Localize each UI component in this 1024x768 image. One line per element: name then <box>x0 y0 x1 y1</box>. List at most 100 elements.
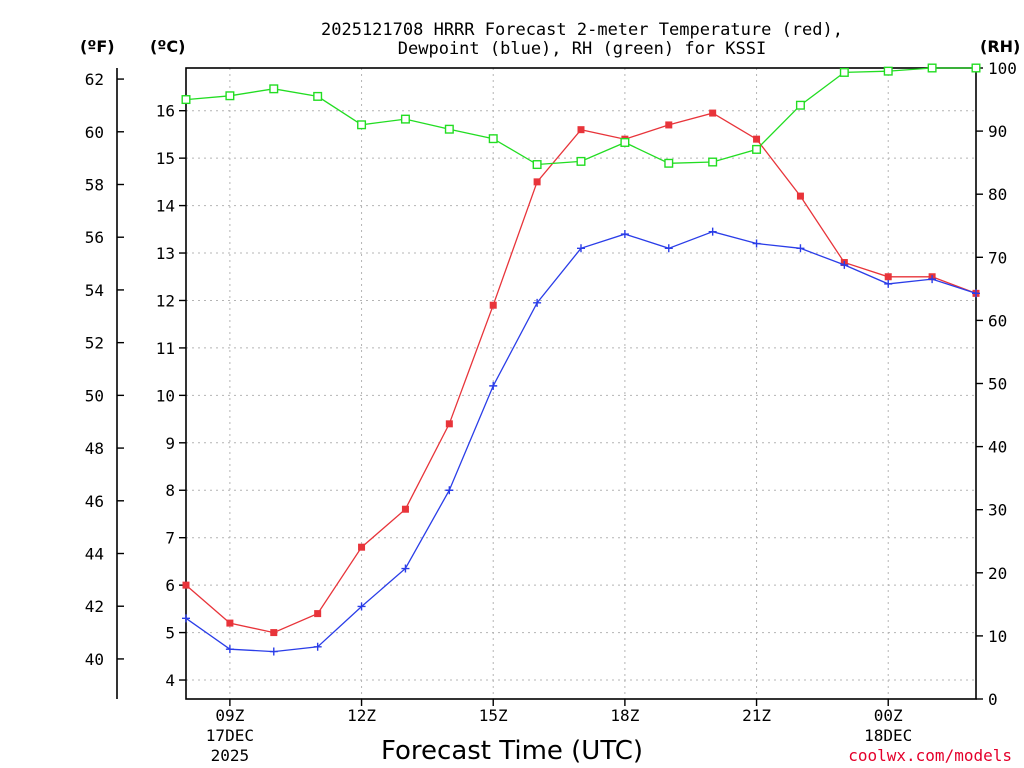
celsius-unit-label: (ºC) <box>150 37 185 56</box>
chart-title-line1: 2025121708 HRRR Forecast 2-meter Tempera… <box>321 20 843 40</box>
celsius-tick-label: 7 <box>165 529 175 548</box>
dewpoint-point <box>269 647 278 656</box>
fahrenheit-tick-label: 52 <box>85 334 104 353</box>
rh-point <box>269 84 279 94</box>
date-tick-label: 18DEC <box>864 726 912 745</box>
dewpoint-point <box>796 244 805 253</box>
rh-tick-label: 90 <box>988 122 1007 141</box>
fahrenheit-tick-label: 40 <box>85 650 104 669</box>
celsius-tick-label: 10 <box>156 386 175 405</box>
dewpoint-point <box>972 289 980 298</box>
dewpoint-point <box>489 381 498 390</box>
rh-point <box>181 95 191 105</box>
dewpoint-point <box>620 230 629 239</box>
temperature-point <box>577 126 585 134</box>
temperature-point <box>445 420 453 428</box>
rh-point <box>488 134 498 144</box>
dewpoint-point <box>928 275 937 284</box>
time-tick-label: 09Z <box>215 706 244 725</box>
rh-tick-label: 100 <box>988 59 1017 78</box>
rh-point <box>225 91 235 101</box>
rh-tick-label: 70 <box>988 248 1007 267</box>
celsius-axis: 4 5 6 7 8 9 10 11 12 13 14 15 16 <box>156 102 186 690</box>
temperature-point <box>270 629 278 637</box>
rh-tick-label: 50 <box>988 375 1007 394</box>
rh-point <box>927 63 937 73</box>
temperature-point <box>489 301 497 309</box>
rh-tick-label: 40 <box>988 438 1007 457</box>
rh-point <box>708 157 718 167</box>
dewpoint-point <box>533 298 542 307</box>
rh-point <box>400 114 410 124</box>
temperature-point <box>314 610 322 618</box>
x-axis-label: Forecast Time (UTC) <box>381 736 643 766</box>
dewpoint-point <box>401 564 410 573</box>
fahrenheit-tick-label: 48 <box>85 439 104 458</box>
fahrenheit-tick-label: 54 <box>85 281 104 300</box>
fahrenheit-tick-label: 42 <box>85 597 104 616</box>
fahrenheit-unit-label: (ºF) <box>80 37 115 56</box>
fahrenheit-axis: 40 42 44 46 48 50 52 54 56 58 60 62 <box>85 70 124 669</box>
time-tick-label: 21Z <box>742 706 771 725</box>
rh-series <box>181 63 981 170</box>
celsius-tick-label: 9 <box>165 434 175 453</box>
temperature-point <box>533 178 541 186</box>
credit-text: coolwx.com/models <box>848 746 1012 765</box>
temperature-point <box>753 135 761 143</box>
rh-point <box>664 158 674 168</box>
dewpoint-point <box>752 239 761 248</box>
fahrenheit-tick-label: 56 <box>85 228 104 247</box>
rh-tick-label: 20 <box>988 564 1007 583</box>
date-tick-label: 17DEC <box>206 726 254 745</box>
dewpoint-line <box>185 231 977 653</box>
year-tick-label: 2025 <box>211 746 250 765</box>
rh-point <box>752 144 762 154</box>
temperature-series <box>182 109 980 637</box>
fahrenheit-tick-label: 58 <box>85 176 104 195</box>
temperature-point <box>796 192 804 200</box>
rh-point <box>444 124 454 134</box>
dewpoint-point <box>357 602 366 611</box>
celsius-tick-label: 14 <box>156 197 175 216</box>
rh-point <box>795 100 805 110</box>
rh-tick-label: 80 <box>988 185 1007 204</box>
time-tick-label: 18Z <box>610 706 639 725</box>
celsius-tick-label: 11 <box>156 339 175 358</box>
dewpoint-point <box>182 614 190 623</box>
rh-tick-label: 60 <box>988 311 1007 330</box>
temperature-point <box>884 273 892 281</box>
celsius-tick-label: 15 <box>156 149 175 168</box>
celsius-tick-label: 5 <box>165 624 175 643</box>
rh-point <box>839 67 849 77</box>
temperature-point <box>182 581 190 589</box>
fahrenheit-tick-label: 62 <box>85 70 104 89</box>
celsius-tick-label: 12 <box>156 291 175 310</box>
temperature-point <box>358 543 366 551</box>
dewpoint-point <box>840 260 849 269</box>
rh-axis: 0 10 20 30 40 50 60 70 80 90 100 <box>976 59 1017 709</box>
data-series <box>181 63 981 656</box>
fahrenheit-tick-label: 46 <box>85 492 104 511</box>
chart-title: 2025121708 HRRR Forecast 2-meter Tempera… <box>321 20 843 59</box>
rh-line <box>185 67 976 166</box>
rh-tick-label: 0 <box>988 690 998 709</box>
time-tick-label: 12Z <box>347 706 376 725</box>
rh-tick-label: 30 <box>988 501 1007 520</box>
rh-point <box>532 160 542 170</box>
dewpoint-point <box>664 244 673 253</box>
rh-point <box>883 66 893 76</box>
dewpoint-point <box>225 645 234 654</box>
celsius-tick-label: 8 <box>165 481 175 500</box>
time-tick-label: 00Z <box>874 706 903 725</box>
rh-point <box>971 63 981 73</box>
celsius-tick-label: 4 <box>165 671 175 690</box>
temperature-line <box>185 112 977 634</box>
celsius-tick-label: 13 <box>156 244 175 263</box>
temperature-point <box>226 619 234 627</box>
time-tick-label: 15Z <box>479 706 508 725</box>
dewpoint-series <box>182 227 980 656</box>
rh-point <box>620 137 630 147</box>
temperature-point <box>665 121 673 129</box>
